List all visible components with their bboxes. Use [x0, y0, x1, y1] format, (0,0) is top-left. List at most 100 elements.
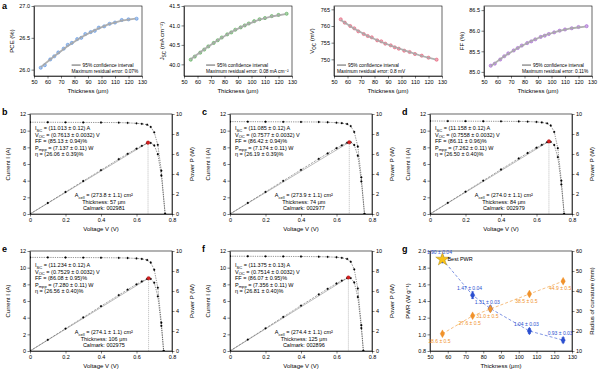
tick: 2	[372, 328, 379, 334]
tick-label: 70	[58, 79, 64, 85]
tick: 6	[223, 298, 230, 304]
tick-label: 0.6	[133, 354, 141, 360]
tick-label: 750	[321, 57, 330, 63]
tick-mark	[32, 6, 35, 7]
point	[157, 295, 159, 297]
y-axis-title: JSC (mA cm⁻²)	[159, 22, 167, 60]
tick-label: 6	[223, 298, 226, 304]
bottom-axis: 5060708090100110120130	[427, 351, 577, 360]
panel: 00.20.40.60.80246810120246810fVoltage V …	[202, 244, 395, 369]
tick: 50	[331, 76, 337, 85]
annotation: η = (26.50 ± 0.40)%	[435, 151, 484, 157]
tick: 0	[429, 214, 432, 223]
point	[360, 181, 362, 183]
tick-mark	[228, 284, 231, 285]
tick: 6	[372, 288, 379, 294]
annotation: Calmark: 002975	[83, 342, 125, 348]
tick-mark	[482, 72, 485, 73]
tick-label: 4	[176, 171, 179, 177]
tick-mark	[228, 214, 231, 215]
tick-label: 2.0	[418, 248, 426, 254]
tick-label: 8	[423, 145, 426, 151]
tick: 2	[172, 191, 179, 197]
tick-mark	[428, 268, 431, 269]
tick: 8	[423, 145, 430, 151]
point	[141, 123, 143, 125]
point	[553, 144, 555, 146]
left-axis: 024681012	[20, 111, 31, 217]
tick: 8	[223, 282, 230, 288]
annotation: FF = (85.13 ± 0.94)%	[35, 138, 87, 144]
panel-label: c	[202, 107, 207, 117]
tick-label: 26.5	[19, 35, 30, 41]
tick-label: 130	[588, 79, 597, 85]
tick-mark	[28, 351, 31, 352]
tick: 120	[550, 351, 559, 360]
tick: 90	[85, 76, 91, 85]
tick-mark	[182, 6, 185, 7]
tick-label: 8	[576, 131, 579, 137]
tick-mark	[182, 25, 185, 26]
tick: 10	[172, 111, 182, 117]
tick-label: 120	[574, 79, 583, 85]
point	[341, 280, 343, 282]
right-axis: 0246810	[372, 111, 382, 217]
annotation: Maximum residual error: 0.8 mV	[337, 69, 406, 74]
point	[585, 25, 588, 28]
tick-label: 4	[423, 178, 426, 184]
tick-mark	[482, 31, 485, 32]
point	[557, 147, 559, 149]
y2-axis-title: Power P (W)	[389, 284, 395, 318]
tick: 12	[420, 111, 430, 117]
annotation: FF = (86.42 ± 0.94)%	[235, 138, 287, 144]
point	[160, 175, 162, 177]
plot-area	[489, 25, 588, 68]
tick-mark	[372, 251, 375, 252]
y-axis-title: FF (%)	[459, 32, 465, 50]
tick-label: 70	[508, 79, 514, 85]
point	[282, 316, 284, 318]
tick-mark	[372, 134, 375, 135]
tick-mark	[228, 334, 231, 335]
tick-mark	[572, 271, 575, 272]
bottom-axis: 5060708090100110120130	[481, 76, 597, 85]
point	[357, 155, 359, 157]
point	[550, 125, 552, 127]
tick: 6	[23, 298, 30, 304]
tick-label: 2	[23, 332, 26, 338]
tick-label: 1.8	[418, 265, 426, 271]
tick-label: 110	[561, 79, 570, 85]
point	[146, 259, 148, 261]
tick-label: 6	[576, 151, 579, 157]
legend-label: 95% confidence interval	[533, 63, 584, 68]
tick-label: 0.6	[333, 217, 341, 223]
point	[127, 289, 129, 291]
panel: 506070809010011012013085.085.586.086.5Th…	[459, 6, 597, 94]
plot-frame	[30, 114, 172, 214]
tick-label: 10	[176, 248, 182, 254]
tick-label: 765	[321, 7, 330, 13]
tick-mark	[172, 331, 175, 332]
tick-label: 60	[345, 79, 351, 85]
y-axis-title: Current I (A)	[205, 147, 211, 180]
point	[118, 294, 120, 296]
y2-axis-title: Radius of curvature (mm)	[589, 267, 595, 335]
left-axis: 024681012	[20, 248, 31, 354]
tick-label: 2	[223, 195, 226, 201]
point	[518, 158, 520, 160]
point	[247, 121, 249, 123]
tick-label: 0	[29, 354, 32, 360]
tick-label: 8	[376, 268, 379, 274]
tick-label: 130	[288, 79, 297, 85]
tick: 750	[321, 57, 334, 63]
point	[447, 202, 449, 204]
tick-label: 86.0	[469, 28, 480, 34]
point	[47, 121, 49, 123]
series-line	[30, 279, 164, 351]
tick: 4	[23, 178, 30, 184]
tick: 4	[223, 178, 230, 184]
tick-mark	[428, 181, 431, 182]
tick: 0.6	[333, 351, 341, 360]
tick-label: 1.0	[418, 332, 426, 338]
bottom-axis: 5060708090100110120130	[31, 76, 147, 85]
